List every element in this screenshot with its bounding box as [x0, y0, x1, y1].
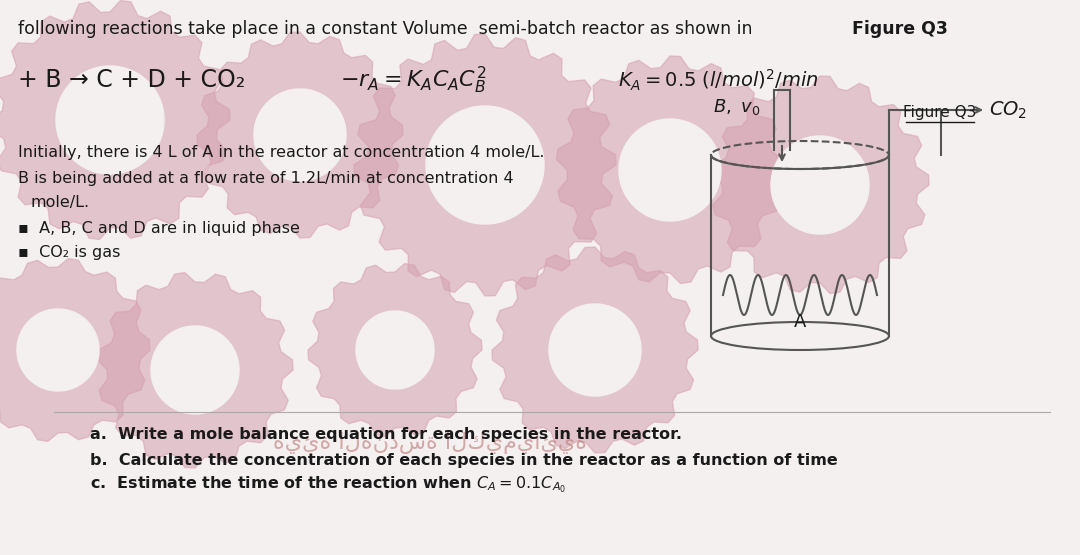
Text: a.  Write a mole balance equation for each species in the reactor.: a. Write a mole balance equation for eac… — [90, 427, 681, 442]
Text: هيئة الهندسة الكيميائية: هيئة الهندسة الكيميائية — [273, 432, 588, 454]
Polygon shape — [151, 326, 239, 414]
Polygon shape — [0, 1, 230, 240]
Polygon shape — [712, 76, 929, 294]
Text: ▪  CO₂ is gas: ▪ CO₂ is gas — [18, 245, 120, 260]
Polygon shape — [56, 66, 164, 174]
Text: Figure Q3: Figure Q3 — [852, 20, 948, 38]
Polygon shape — [254, 89, 346, 181]
Polygon shape — [549, 304, 642, 396]
Polygon shape — [197, 32, 403, 238]
Text: ▪  A, B, C and D are in liquid phase: ▪ A, B, C and D are in liquid phase — [18, 220, 300, 235]
Polygon shape — [356, 311, 434, 389]
Text: $B,\ v_0$: $B,\ v_0$ — [713, 97, 760, 117]
Text: c.  Estimate the time of the reaction when $C_A = 0.1C_{A_0}$: c. Estimate the time of the reaction whe… — [90, 475, 566, 495]
Polygon shape — [492, 247, 698, 453]
Text: b.  Calculate the concentration of each species in the reactor as a function of : b. Calculate the concentration of each s… — [90, 452, 838, 467]
Text: mole/L.: mole/L. — [30, 194, 90, 209]
Text: $CO_2$: $CO_2$ — [989, 99, 1027, 120]
Polygon shape — [308, 264, 482, 436]
Polygon shape — [426, 106, 544, 224]
Text: B is being added at a flow rate of 1.2L/min at concentration 4: B is being added at a flow rate of 1.2L/… — [18, 170, 514, 185]
Text: Figure Q3: Figure Q3 — [903, 105, 976, 120]
Text: following reactions take place in a constant Volume  semi-batch reactor as shown: following reactions take place in a cons… — [18, 20, 758, 38]
Text: $-r_A=K_AC_AC^2_B$: $-r_A=K_AC_AC^2_B$ — [340, 64, 486, 95]
Polygon shape — [97, 273, 293, 468]
Text: $K_A= 0.5\ (l/mol)^2/min$: $K_A= 0.5\ (l/mol)^2/min$ — [618, 67, 819, 93]
Polygon shape — [17, 309, 99, 391]
Polygon shape — [0, 259, 150, 441]
Text: Initially, there is 4 L of A in the reactor at concentration 4 mole/L.: Initially, there is 4 L of A in the reac… — [18, 144, 544, 159]
Text: + B → C + D + CO₂: + B → C + D + CO₂ — [18, 68, 245, 92]
Polygon shape — [771, 136, 869, 234]
Polygon shape — [619, 119, 721, 221]
Text: A: A — [794, 313, 806, 331]
Polygon shape — [556, 56, 784, 284]
Polygon shape — [354, 34, 616, 296]
